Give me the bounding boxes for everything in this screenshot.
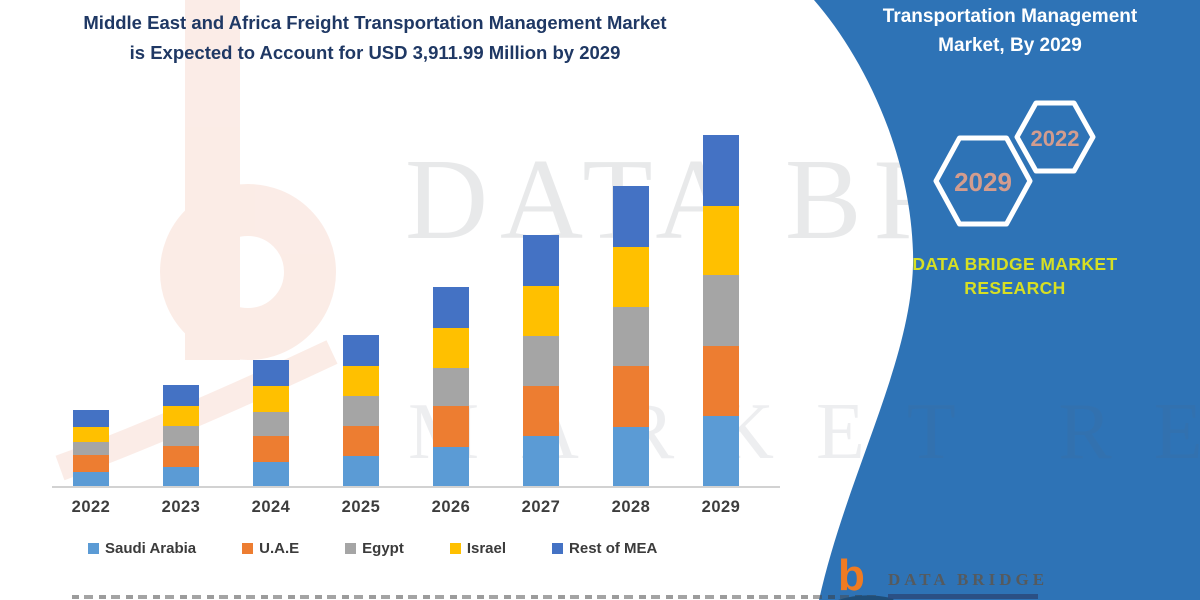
legend-item: Rest of MEA bbox=[552, 540, 657, 557]
page-title-line2: is Expected to Account for USD 3,911.99 … bbox=[129, 42, 621, 63]
bar-segment bbox=[73, 426, 109, 443]
bar-segment bbox=[703, 205, 739, 275]
bar-segment bbox=[163, 466, 199, 486]
bar-segment bbox=[433, 368, 469, 407]
legend-swatch-icon bbox=[449, 543, 461, 554]
x-axis-tick-label: 2022 bbox=[71, 498, 111, 516]
cropped-text-strip bbox=[72, 595, 882, 599]
bar-segment bbox=[343, 396, 379, 426]
legend-swatch-icon bbox=[88, 543, 99, 554]
bar-segment bbox=[433, 286, 469, 328]
bar-segment bbox=[433, 406, 469, 447]
legend-swatch-icon bbox=[345, 543, 357, 554]
x-axis-tick-label: 2023 bbox=[161, 498, 201, 516]
x-axis-tick-label: 2029 bbox=[701, 498, 741, 516]
bar-segment bbox=[433, 446, 469, 486]
bar-segment bbox=[433, 327, 469, 368]
x-axis-line bbox=[52, 486, 780, 488]
bar-segment bbox=[163, 406, 199, 427]
legend-label: Egypt bbox=[362, 540, 404, 557]
footer-logo-b-icon: b bbox=[838, 551, 865, 600]
bar-segment bbox=[613, 246, 649, 307]
bar-segment bbox=[163, 445, 199, 467]
bar-segment bbox=[253, 411, 289, 437]
page-title: Middle East and Africa Freight Transport… bbox=[15, 8, 735, 68]
bar-segment bbox=[343, 335, 379, 367]
bar-segment bbox=[523, 436, 559, 486]
bar-segment bbox=[163, 385, 199, 407]
bar-segment bbox=[73, 471, 109, 486]
bar-segment bbox=[343, 366, 379, 397]
hexagon-year-2029: 2029 bbox=[954, 167, 1012, 197]
bar-segment bbox=[253, 436, 289, 462]
legend-swatch-icon bbox=[242, 543, 254, 554]
legend-label: Israel bbox=[466, 540, 507, 557]
bar-segment bbox=[253, 461, 289, 486]
legend-swatch-icon bbox=[552, 543, 564, 554]
x-axis-tick-label: 2028 bbox=[611, 498, 651, 516]
footer-logo-name: DATA BRIDGE bbox=[888, 570, 1049, 589]
legend-label: Saudi Arabia bbox=[105, 540, 197, 557]
bar-segment bbox=[523, 234, 559, 286]
bar-segment bbox=[703, 416, 739, 486]
legend-label: U.A.E bbox=[259, 540, 300, 557]
x-axis-tick-label: 2027 bbox=[521, 498, 561, 516]
bar-segment bbox=[703, 274, 739, 347]
bar-segment bbox=[613, 426, 649, 486]
bar-segment bbox=[613, 307, 649, 367]
bar-segment bbox=[703, 346, 739, 416]
footer-logo-cropped-line bbox=[888, 594, 1038, 599]
bar-segment bbox=[613, 366, 649, 427]
bar-segment bbox=[253, 360, 289, 387]
bar-segment bbox=[73, 442, 109, 456]
x-axis-tick-label: 2024 bbox=[251, 498, 291, 516]
hexagon-year-2022: 2022 bbox=[1030, 126, 1080, 151]
bar-segment bbox=[613, 186, 649, 247]
bar-segment bbox=[343, 425, 379, 457]
legend-item: Saudi Arabia bbox=[88, 540, 196, 557]
bar-segment bbox=[343, 456, 379, 486]
chart-legend: Saudi Arabia U.A.E Egypt Israel Rest of MEA bbox=[88, 540, 657, 557]
bar-segment bbox=[253, 386, 289, 412]
bar-segment bbox=[523, 285, 559, 337]
x-axis-tick-label: 2026 bbox=[431, 498, 471, 516]
footer-logo-swoosh-icon bbox=[838, 595, 894, 600]
panel-heading: Transportation Management Market, By 202… bbox=[882, 6, 1138, 56]
legend-label: Rest of MEA bbox=[569, 540, 658, 557]
brand-name: DATA BRIDGE MARKET RESEARCH bbox=[912, 254, 1118, 298]
bar-segment bbox=[73, 409, 109, 427]
page-title-line1: Middle East and Africa Freight Transport… bbox=[83, 12, 667, 33]
legend-item: Egypt bbox=[345, 540, 404, 557]
x-axis-tick-label: 2025 bbox=[341, 498, 381, 516]
bar-segment bbox=[523, 385, 559, 437]
legend-item: U.A.E bbox=[242, 540, 299, 557]
bar-segment bbox=[73, 455, 109, 472]
legend-item: Israel bbox=[449, 540, 507, 557]
bar-segment bbox=[523, 336, 559, 386]
footer-logo: b DATA BRIDGE bbox=[835, 554, 1165, 600]
bar-segment bbox=[703, 135, 739, 206]
bar-segment bbox=[163, 426, 199, 446]
hexagon-2029-icon bbox=[933, 135, 1033, 227]
hexagon-2022-icon bbox=[1014, 100, 1096, 174]
